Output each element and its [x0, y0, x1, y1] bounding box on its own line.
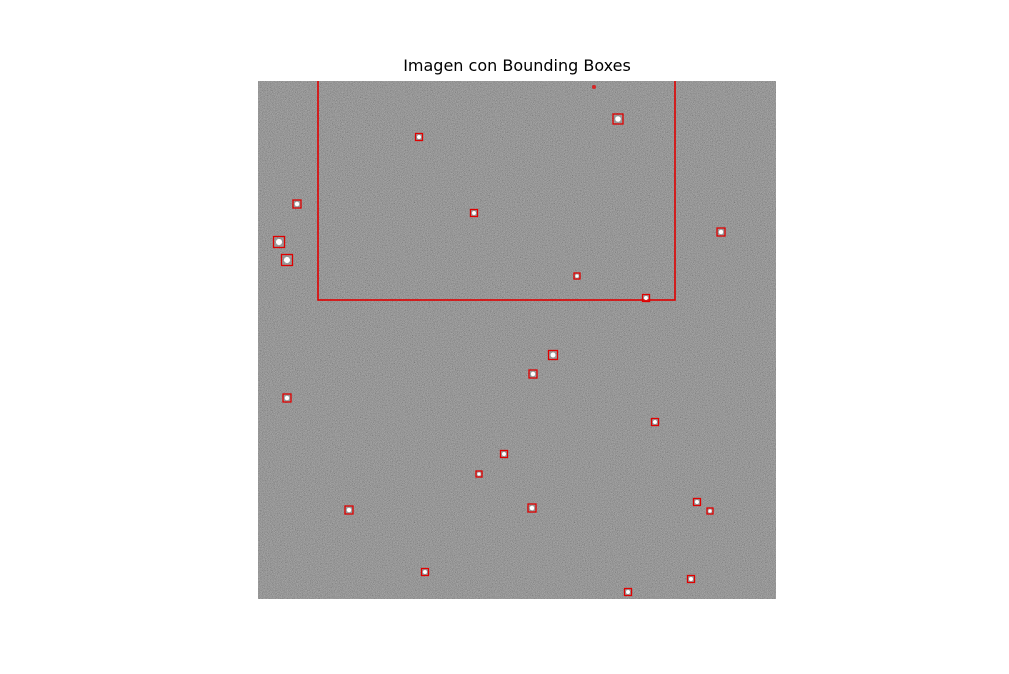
detection-box-9: [573, 272, 581, 280]
star-20: [529, 505, 535, 511]
star-10: [644, 296, 648, 300]
detection-box-19: [344, 505, 354, 515]
star-21: [423, 570, 427, 574]
star-14: [653, 420, 657, 424]
detection-box-20: [527, 503, 537, 513]
detection-box-8: [280, 253, 294, 267]
detection-box-13: [282, 393, 292, 403]
star-3: [417, 135, 421, 139]
star-2: [615, 116, 621, 122]
detection-box-17: [692, 497, 702, 507]
detection-box-10: [641, 293, 651, 303]
detection-box-22: [686, 574, 696, 584]
large-bounding-box: [317, 81, 676, 301]
detection-box-12: [528, 369, 538, 379]
detection-box-21: [420, 567, 430, 577]
star-7: [275, 238, 283, 246]
star-16: [477, 472, 481, 476]
star-17: [695, 500, 699, 504]
detection-box-3: [414, 132, 424, 142]
star-8: [283, 256, 291, 264]
detection-box-23: [623, 587, 633, 597]
image-grain: [258, 81, 776, 599]
star-22: [689, 577, 693, 581]
detection-box-5: [469, 208, 479, 218]
noise-image: [258, 81, 776, 599]
star-6: [718, 229, 724, 235]
image-panel: [258, 81, 776, 599]
detection-box-1: [592, 85, 596, 89]
star-13: [284, 395, 290, 401]
star-23: [626, 590, 630, 594]
detection-box-7: [272, 235, 286, 249]
detection-box-14: [650, 417, 660, 427]
star-12: [530, 371, 536, 377]
detection-box-15: [499, 449, 509, 459]
star-5: [472, 211, 476, 215]
star-19: [346, 507, 352, 513]
detection-box-2: [612, 113, 624, 125]
star-4: [294, 201, 300, 207]
star-9: [575, 274, 579, 278]
detection-box-11: [547, 349, 559, 361]
detection-box-6: [716, 227, 726, 237]
detection-box-16: [475, 470, 483, 478]
detection-box-18: [706, 507, 714, 515]
star-18: [708, 509, 712, 513]
detection-box-4: [292, 199, 302, 209]
star-15: [502, 452, 506, 456]
figure-title: Imagen con Bounding Boxes: [403, 56, 631, 75]
star-11: [550, 352, 556, 358]
